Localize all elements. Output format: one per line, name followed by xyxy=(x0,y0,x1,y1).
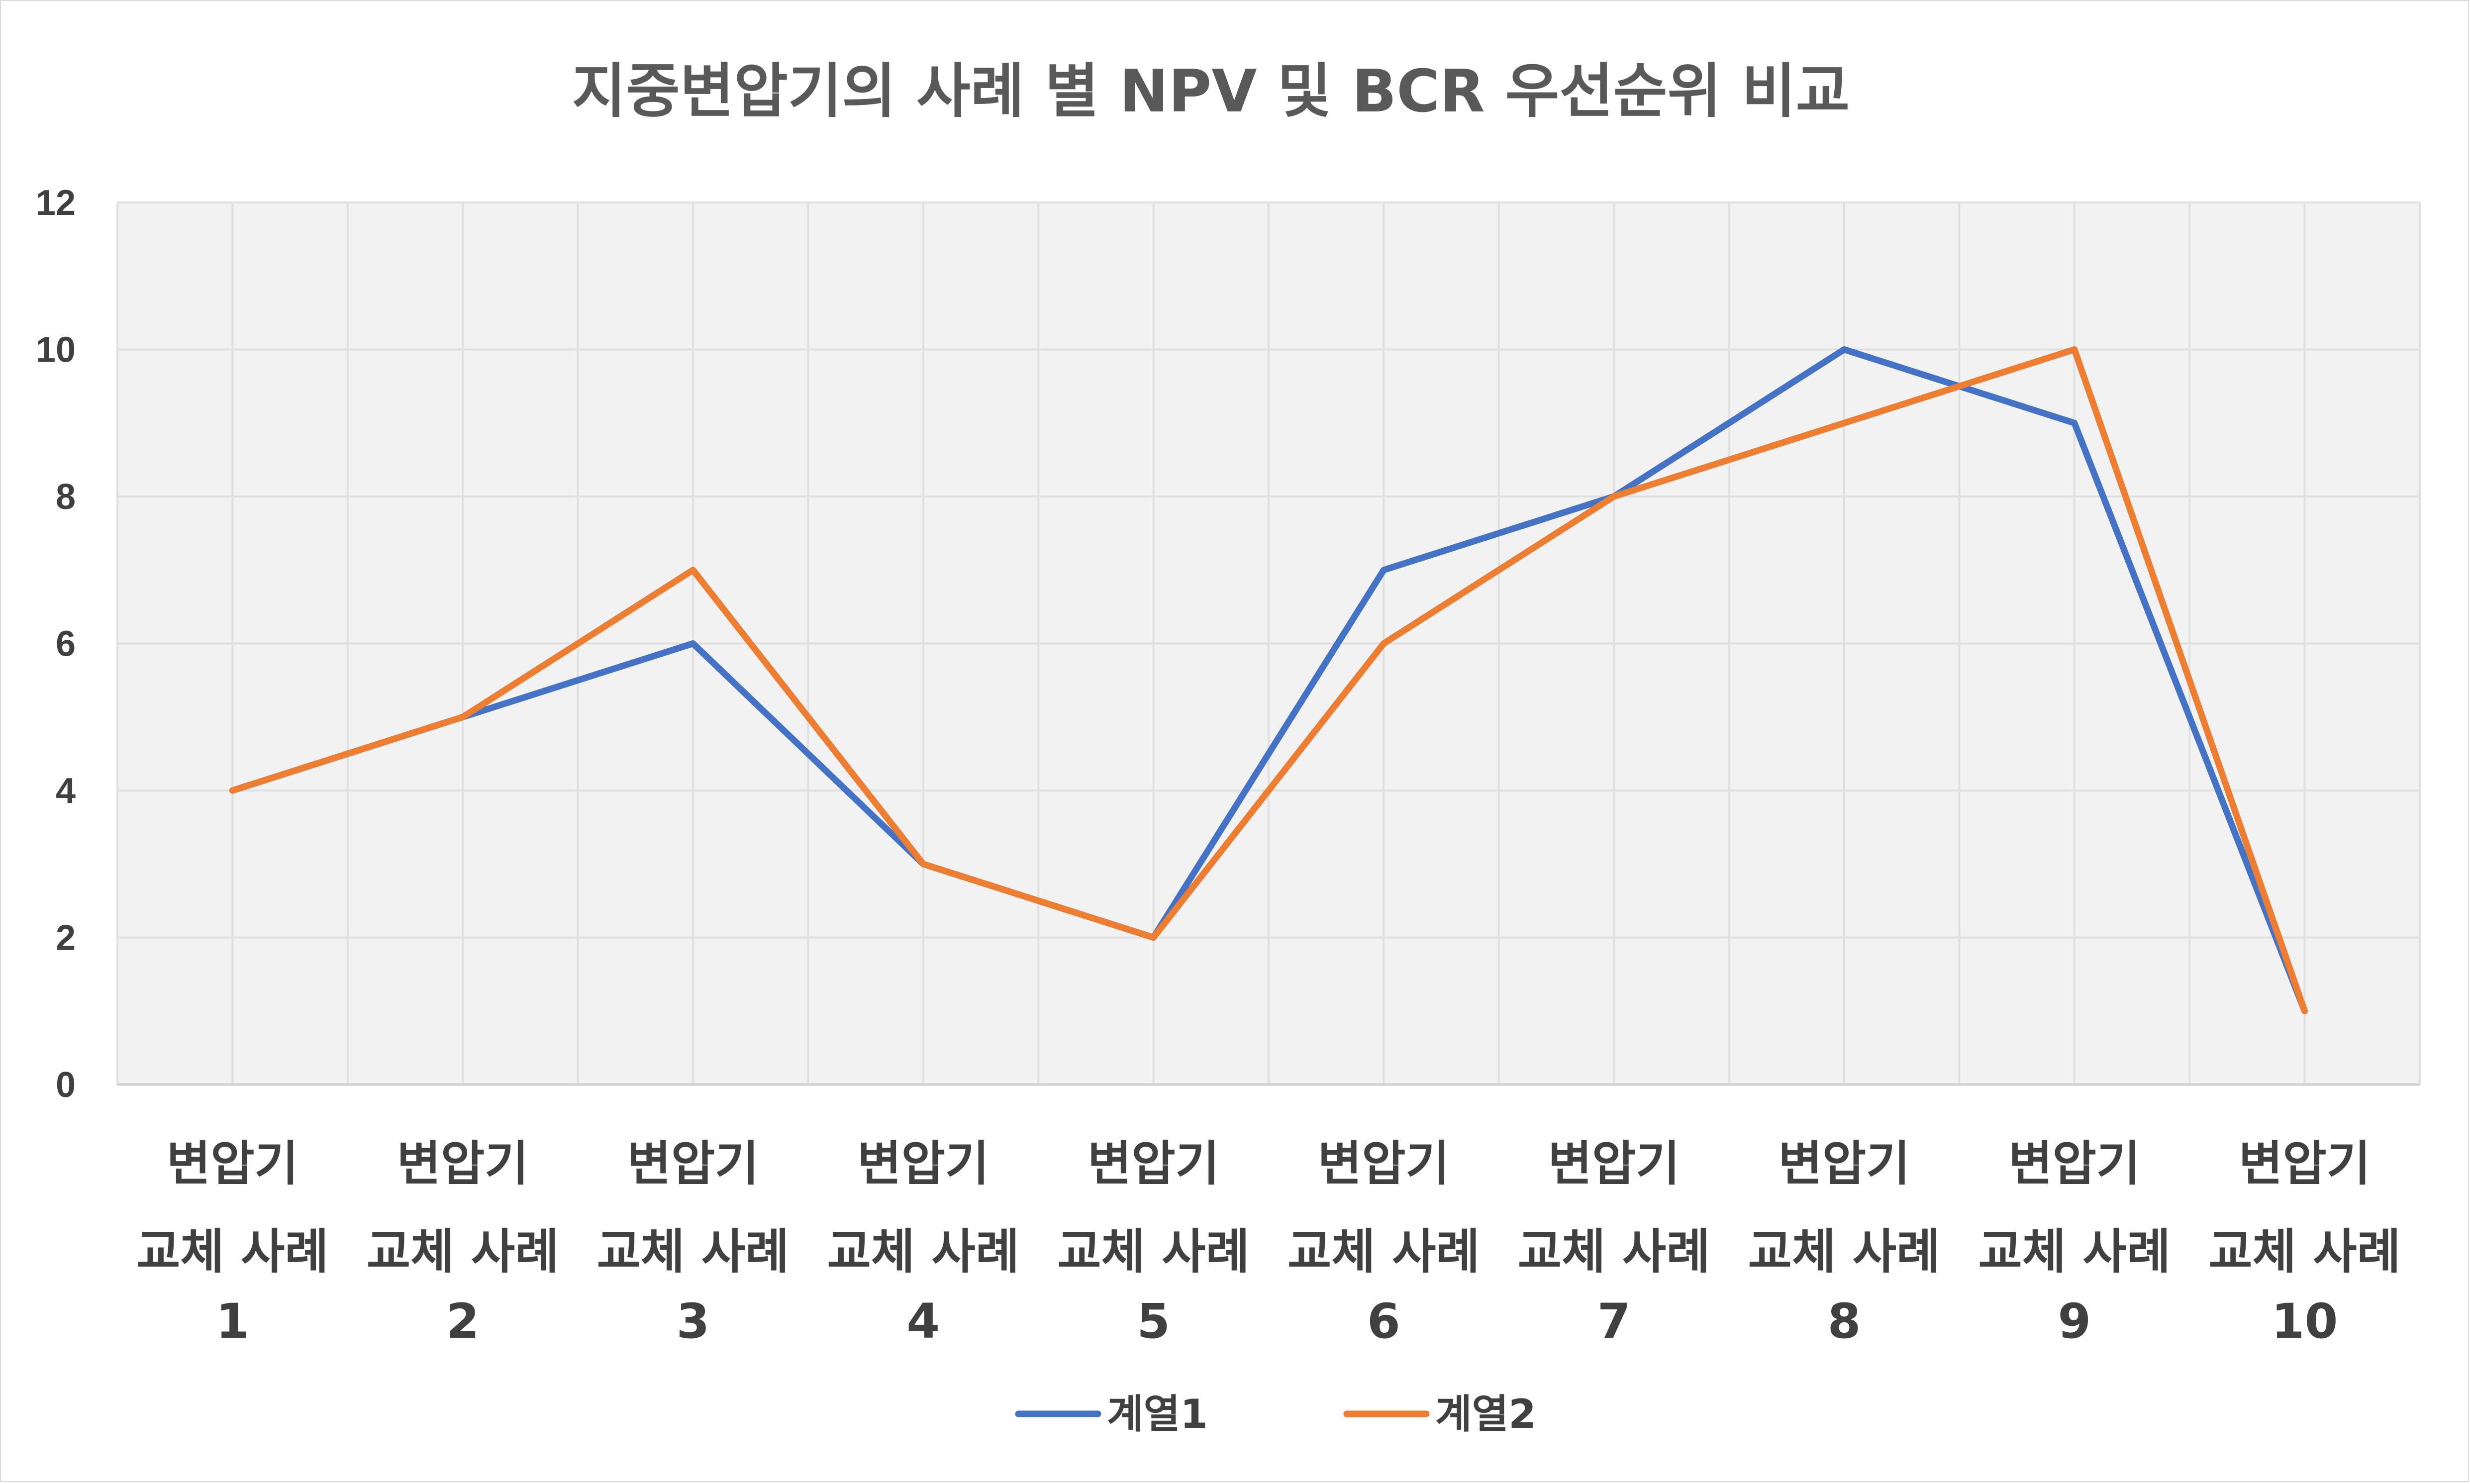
series-2-point-7 xyxy=(1613,496,1615,497)
series-2-point-3 xyxy=(692,569,693,571)
x-tick-label: 교체 사례 xyxy=(597,1224,790,1280)
y-axis-ticks: 0 2 4 6 8 10 12 xyxy=(36,183,76,1105)
y-tick-label: 4 xyxy=(56,771,76,811)
series-2-point-4 xyxy=(922,863,924,865)
series-2-point-2 xyxy=(462,716,464,718)
x-tick-label: 8 xyxy=(1828,1293,1861,1349)
series-lines xyxy=(229,346,2308,1014)
x-tick-label: 9 xyxy=(2058,1293,2091,1349)
x-tick-label: 6 xyxy=(1367,1293,1400,1349)
series-1-point-6 xyxy=(1383,569,1384,571)
y-tick-label: 2 xyxy=(56,918,76,958)
series-2-point-5 xyxy=(1153,937,1154,938)
legend-label-2: 계열2 xyxy=(1435,1391,1536,1437)
x-tick-label: 교체 사례 xyxy=(367,1224,559,1280)
x-tick-label: 교체 사례 xyxy=(1518,1224,1710,1280)
x-tick-label: 변압기 xyxy=(167,1136,298,1191)
x-tick-label: 5 xyxy=(1137,1293,1170,1349)
x-tick-label: 교체 사례 xyxy=(1978,1224,2171,1280)
series-1-point-3 xyxy=(692,643,693,644)
series-line-2 xyxy=(229,346,2308,1014)
series-2-point-9 xyxy=(2074,349,2075,350)
y-tick-label: 10 xyxy=(36,330,76,370)
y-tick-label: 6 xyxy=(56,624,76,664)
x-tick-label: 변압기 xyxy=(1778,1136,1910,1191)
series-1-point-8 xyxy=(1844,349,1845,350)
x-tick-label: 4 xyxy=(906,1293,940,1349)
series-1-point-9 xyxy=(2074,422,2075,424)
legend: 계열1 계열2 xyxy=(1015,1391,1536,1437)
grid-lines xyxy=(116,201,2421,1086)
legend-label-1: 계열1 xyxy=(1107,1391,1208,1437)
x-tick-label: 1 xyxy=(216,1293,249,1349)
x-tick-label: 교체 사례 xyxy=(136,1224,329,1280)
x-tick-label: 변압기 xyxy=(857,1136,989,1191)
x-tick-label: 변압기 xyxy=(397,1136,529,1191)
x-tick-label: 교체 사례 xyxy=(827,1224,1019,1280)
series-2-point-1 xyxy=(232,790,233,791)
x-tick-label: 교체 사례 xyxy=(2208,1224,2401,1280)
series-2-point-10 xyxy=(2304,1010,2305,1012)
y-tick-label: 8 xyxy=(56,477,76,517)
x-tick-label: 변압기 xyxy=(627,1136,759,1191)
x-tick-label: 교체 사례 xyxy=(1057,1224,1250,1280)
x-tick-label: 교체 사례 xyxy=(1748,1224,1941,1280)
x-tick-label: 변압기 xyxy=(2239,1136,2371,1191)
x-tick-label: 변압기 xyxy=(1087,1136,1219,1191)
x-tick-label: 7 xyxy=(1597,1293,1631,1349)
y-tick-label: 0 xyxy=(56,1065,76,1105)
x-tick-label: 변압기 xyxy=(2008,1136,2140,1191)
x-tick-label: 변압기 xyxy=(1318,1136,1450,1191)
x-tick-label: 3 xyxy=(677,1293,710,1349)
series-2-point-6 xyxy=(1383,643,1384,644)
x-tick-label: 2 xyxy=(446,1293,480,1349)
x-tick-label: 변압기 xyxy=(1548,1136,1680,1191)
chart-title: 지중변압기의 사례 별 NPV 및 BCR 우선순위 비교 xyxy=(572,57,1850,125)
x-tick-label: 10 xyxy=(2272,1293,2338,1349)
series-2-point-8 xyxy=(1844,422,1845,424)
x-tick-label: 교체 사례 xyxy=(1287,1224,1480,1280)
y-tick-label: 12 xyxy=(36,183,76,223)
